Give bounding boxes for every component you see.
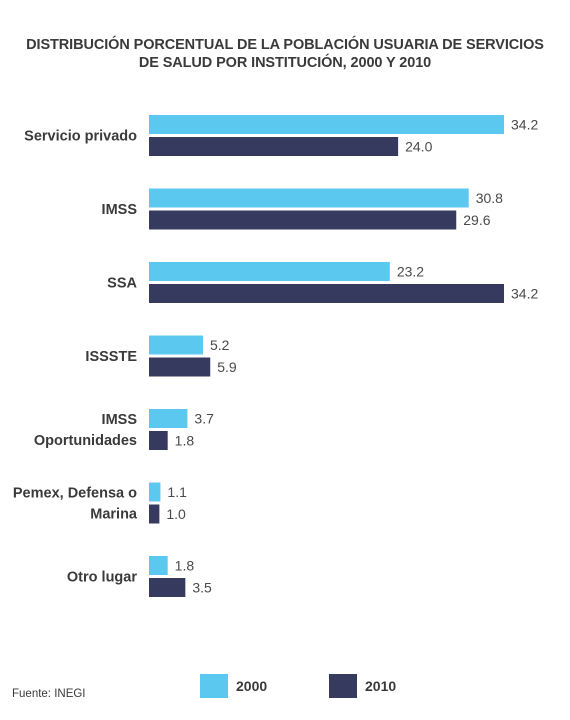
- value-label-2010: 1.8: [175, 433, 195, 449]
- value-label-2010: 29.6: [463, 212, 490, 228]
- value-label-2010: 1.0: [166, 506, 186, 522]
- bar-2000: [149, 335, 203, 355]
- category-label: ISSSTE: [85, 349, 137, 365]
- category-label-line: Pemex, Defensa o: [13, 486, 137, 502]
- value-label-2000: 3.7: [194, 411, 214, 427]
- category-label-line: Oportunidades: [34, 433, 137, 449]
- value-label-2010: 24.0: [405, 139, 432, 155]
- category-label-line: Marina: [90, 507, 138, 523]
- legend-swatch-2000: [200, 674, 228, 698]
- category-label-line: ISSSTE: [85, 349, 137, 365]
- value-label-2010: 5.9: [217, 359, 237, 375]
- category-label: IMSS: [102, 202, 138, 218]
- bar-2000: [149, 115, 504, 134]
- chart-title: DISTRIBUCIÓN PORCENTUAL DE LA POBLACIÓN …: [0, 36, 570, 72]
- bar-2000: [149, 409, 188, 428]
- bar-2010: [149, 137, 399, 156]
- category-label-line: Servicio privado: [24, 129, 137, 145]
- bar-chart: Servicio privado 34.2 24.0 IMSS 30.8 29.6 SSA 2…: [13, 115, 538, 597]
- bar-2010: [149, 431, 168, 450]
- legend-label-2010: 2010: [365, 678, 397, 694]
- value-label-2000: 5.2: [210, 337, 230, 353]
- category-label: Servicio privado: [24, 129, 137, 145]
- value-label-2000: 1.8: [175, 558, 195, 574]
- value-label-2000: 30.8: [476, 190, 503, 206]
- bar-2010: [149, 210, 457, 230]
- category-label-line: IMSS: [102, 412, 138, 428]
- legend-label-2000: 2000: [236, 678, 268, 694]
- category-label: SSA: [107, 276, 137, 292]
- bar-2010: [149, 504, 160, 524]
- legend-item-2000: 2000: [200, 674, 267, 698]
- bar-2000: [149, 482, 161, 502]
- value-label-2000: 1.1: [167, 484, 187, 500]
- value-label-2010: 3.5: [192, 580, 212, 596]
- value-label-2000: 23.2: [397, 264, 424, 280]
- category-label: Pemex, Defensa o Marina: [13, 486, 138, 523]
- bar-2000: [149, 188, 469, 208]
- value-label-2010: 34.2: [511, 286, 538, 302]
- category-label: IMSS Oportunidades: [34, 412, 137, 449]
- chart-title-line-2: DE SALUD POR INSTITUCIÓN, 2000 Y 2010: [138, 55, 432, 71]
- chart-title-line-1: DISTRIBUCIÓN PORCENTUAL DE LA POBLACIÓN …: [26, 37, 544, 53]
- category-label-line: IMSS: [102, 202, 138, 218]
- bar-2010: [149, 578, 186, 597]
- bar-2000: [149, 556, 168, 575]
- category-label: Otro lugar: [67, 570, 137, 586]
- source-note: Fuente: INEGI: [12, 688, 86, 700]
- legend-item-2010: 2010: [329, 674, 396, 698]
- legend-swatch-2010: [329, 674, 357, 698]
- bar-2000: [149, 262, 390, 281]
- bar-2010: [149, 284, 504, 303]
- bar-2010: [149, 357, 211, 377]
- value-label-2000: 34.2: [511, 117, 538, 133]
- category-label-line: Otro lugar: [67, 570, 137, 586]
- category-label-line: SSA: [107, 276, 137, 292]
